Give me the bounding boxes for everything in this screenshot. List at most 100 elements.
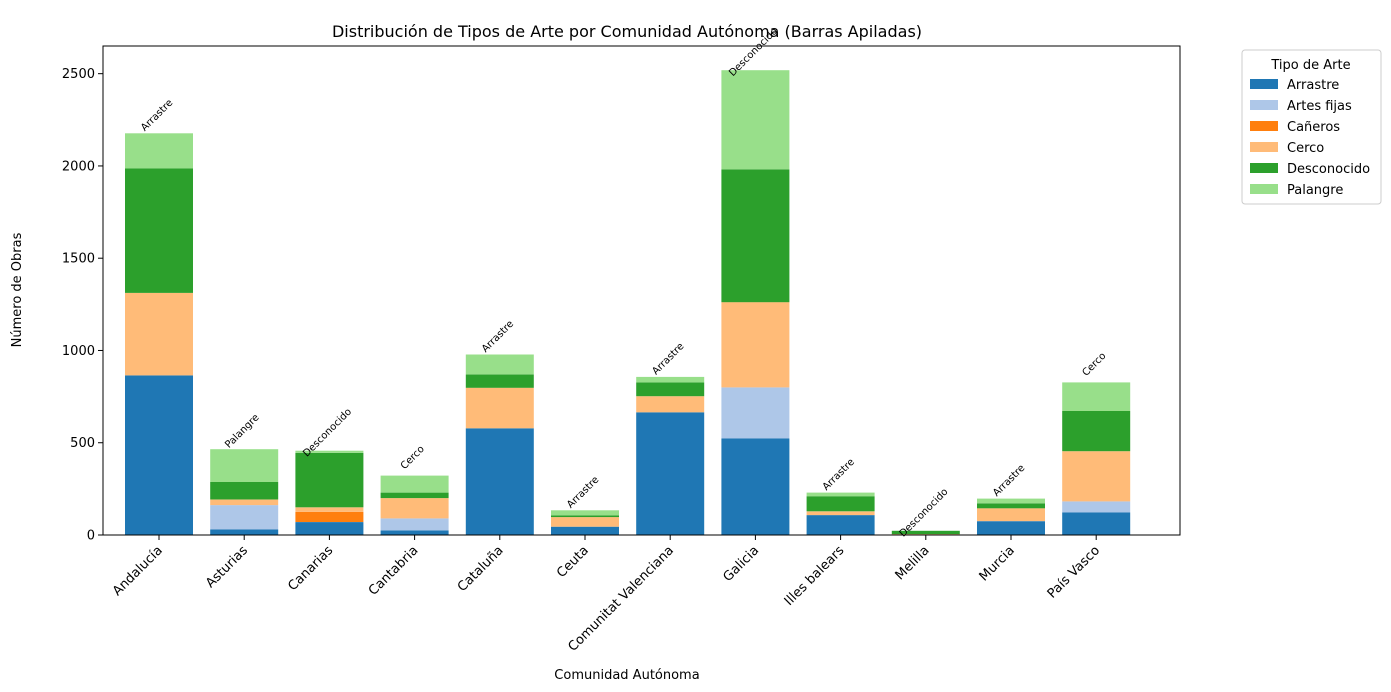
bar-segment: [806, 496, 875, 512]
bar-segment: [210, 449, 279, 482]
bar-segment: [465, 387, 534, 429]
x-tick-label: Canarias: [285, 543, 336, 594]
x-axis-label: Comunidad Autónoma: [554, 668, 699, 683]
bar-segment: [210, 505, 279, 530]
bar-annotation: Arrastre: [139, 97, 175, 133]
bar-segment: [551, 517, 619, 527]
plot-frame: [102, 45, 1181, 536]
chart-title: Distribución de Tipos de Arte por Comuni…: [332, 22, 922, 41]
x-tick-label: Cantabria: [366, 543, 422, 599]
legend-items: Arrastre Artes fijas Cañeros Cerco Desconoci…: [1250, 78, 1370, 198]
legend-label: Arrastre: [1287, 78, 1339, 93]
bar-segment: [380, 475, 449, 493]
bar-segment: [721, 70, 790, 170]
bar-annotation: Cerco: [1080, 351, 1108, 379]
bar-segment: [295, 511, 364, 522]
bar-annotation: Arrastre: [565, 474, 601, 510]
bar-segment: [1062, 501, 1131, 513]
bar-segment: [806, 492, 875, 497]
bar-segment: [380, 518, 449, 531]
legend-label: Artes fijas: [1287, 99, 1352, 114]
bar-segment: [721, 302, 790, 388]
bar-segment: [125, 292, 193, 376]
y-tick-label: 1000: [62, 344, 95, 359]
bar-segment: [977, 508, 1045, 522]
y-axis: 0 500 1000 1500 2000 2500: [62, 67, 103, 544]
bar-segment: [210, 482, 279, 500]
y-tick-label: 500: [70, 436, 95, 451]
bar-segment: [1062, 382, 1131, 411]
bars-layer: [125, 70, 1131, 535]
bar-segment: [721, 438, 790, 535]
bar-segment: [806, 515, 875, 535]
legend-label: Desconocido: [1287, 162, 1370, 177]
legend-swatch: [1250, 163, 1278, 173]
legend-label: Palangre: [1287, 183, 1343, 198]
legend-swatch: [1250, 79, 1278, 89]
bar-segment: [465, 428, 534, 535]
bar-segment: [295, 507, 364, 512]
x-axis: Andalucía Asturias Canarias Cantabria Catalu…: [110, 535, 1103, 655]
bar-segment: [551, 510, 619, 516]
bar-segment: [1062, 451, 1131, 502]
y-tick-label: 1500: [62, 252, 95, 267]
bar-segment: [636, 396, 705, 413]
legend-label: Cerco: [1287, 141, 1324, 156]
bar-segment: [636, 412, 705, 535]
x-tick-label: País Vasco: [1045, 543, 1103, 601]
bar-segment: [721, 387, 790, 439]
x-tick-label: Murcia: [977, 543, 1018, 584]
legend-swatch: [1250, 121, 1278, 131]
bar-annotation: Arrastre: [821, 457, 857, 493]
legend-label: Cañeros: [1287, 120, 1340, 135]
bar-segment: [891, 530, 960, 535]
bar-segment: [295, 522, 364, 535]
bar-segment: [1062, 411, 1131, 452]
x-tick-label: Illes balears: [782, 543, 848, 609]
bar-segment: [295, 452, 364, 508]
bar-segment: [210, 529, 279, 535]
bar-segment: [125, 168, 193, 293]
bar-annotation: Arrastre: [480, 319, 516, 355]
legend-swatch: [1250, 142, 1278, 152]
bar-segment: [1062, 512, 1131, 535]
y-tick-label: 2500: [62, 67, 95, 82]
legend-swatch: [1250, 100, 1278, 110]
bar-segment: [380, 530, 449, 535]
bar-annotation: Arrastre: [991, 463, 1027, 499]
bar-annotation: Cerco: [399, 444, 427, 472]
x-tick-label: Melilla: [893, 543, 933, 583]
x-tick-label: Andalucía: [110, 543, 166, 599]
bar-segment: [465, 354, 534, 375]
y-axis-label: Número de Obras: [10, 232, 25, 347]
bar-segment: [977, 503, 1045, 509]
legend-title: Tipo de Arte: [1270, 58, 1350, 73]
x-tick-label: Galicia: [721, 543, 763, 585]
x-tick-label: Asturias: [203, 543, 251, 591]
bar-segment: [806, 511, 875, 516]
bar-segment: [636, 376, 705, 383]
bar-segment: [465, 374, 534, 388]
bar-segment: [295, 450, 364, 453]
bar-segment: [977, 521, 1045, 535]
bar-segment: [125, 133, 193, 169]
bar-segment: [636, 382, 705, 397]
bar-segment: [210, 499, 279, 506]
bar-segment: [125, 375, 193, 535]
bar-segment: [551, 515, 619, 518]
bar-annotation: Palangre: [223, 412, 261, 450]
bar-annotation: Arrastre: [650, 341, 686, 377]
bar-segment: [380, 492, 449, 499]
bar-segment: [721, 169, 790, 303]
y-tick-label: 0: [87, 529, 95, 544]
x-tick-label: Cataluña: [455, 543, 507, 595]
bar-segment: [380, 498, 449, 519]
legend: Tipo de Arte Arrastre Artes fijas Cañeros C…: [1241, 49, 1382, 205]
x-tick-label: Ceuta: [554, 543, 592, 581]
bar-segment: [977, 498, 1045, 504]
bar-segment: [551, 526, 619, 535]
legend-swatch: [1250, 184, 1278, 194]
y-tick-label: 2000: [62, 159, 95, 174]
